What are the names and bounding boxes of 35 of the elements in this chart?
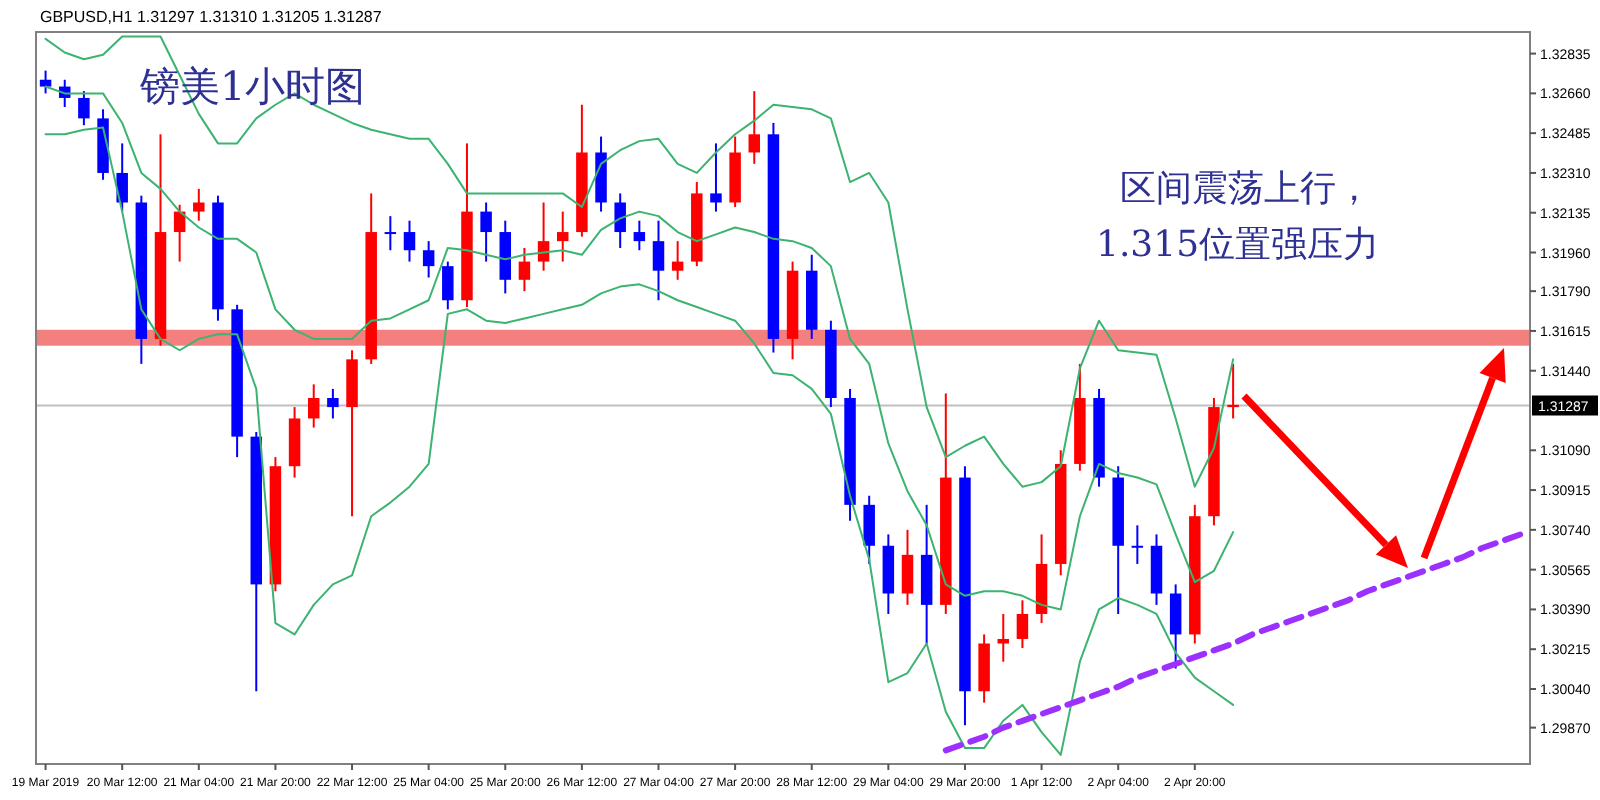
candlestick [307, 383, 320, 429]
candlestick [863, 494, 875, 565]
candlestick [710, 142, 722, 213]
annotation: 区间震荡上行， [1120, 168, 1372, 210]
chart-title: GBPUSD,H1 1.31297 1.31310 1.31205 1.31287 [40, 8, 383, 26]
candlestick [78, 90, 90, 127]
candlestick [556, 210, 569, 263]
candlestick [499, 219, 512, 295]
candlestick [39, 69, 52, 95]
candlestick [422, 240, 435, 279]
candlestick [1016, 599, 1029, 650]
candlestick [480, 201, 492, 263]
candlestick [327, 387, 339, 420]
annotation: 1.315位置强压力 [1096, 224, 1380, 266]
candlestick [748, 90, 761, 165]
candlestick [403, 219, 416, 263]
candlestick [901, 528, 914, 606]
candlestick [1131, 524, 1144, 565]
candlestick [193, 187, 205, 222]
candlestick [652, 219, 665, 302]
candlestick [671, 240, 684, 281]
candlestick [442, 260, 454, 311]
candlestick [614, 192, 626, 249]
candlestick [978, 633, 990, 704]
candlestick [1169, 583, 1182, 670]
candlestick [384, 215, 397, 252]
candlestick [1227, 362, 1239, 420]
candlestick [518, 246, 531, 293]
candlestick [882, 533, 895, 615]
candlestick [997, 612, 1010, 663]
candlestick [346, 349, 358, 518]
candlestick [116, 142, 128, 213]
candlestick [1150, 533, 1163, 606]
candlestick [633, 219, 646, 252]
candlestick [288, 406, 301, 479]
